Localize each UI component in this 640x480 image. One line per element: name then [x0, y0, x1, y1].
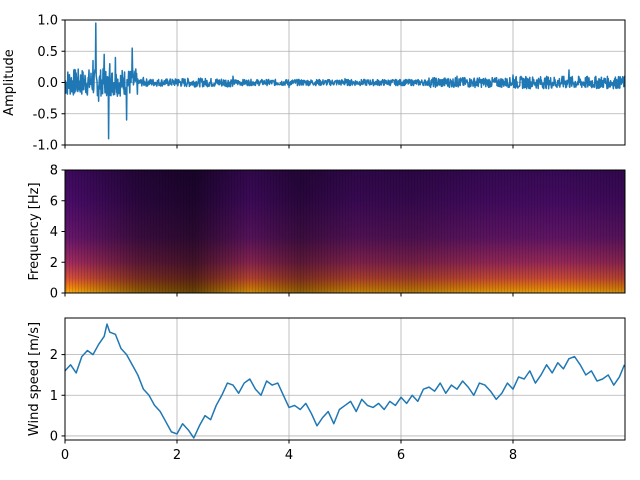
x-tick-label: 8: [509, 448, 517, 463]
spectrogram-ticks: 0 2 4 6 8: [50, 164, 514, 302]
spectrogram-image: [65, 170, 625, 293]
y-tick-label: 2: [50, 256, 58, 271]
y-tick-label: 4: [50, 225, 58, 240]
y-tick-label: 8: [50, 164, 58, 179]
y-tick-label: -0.5: [33, 107, 58, 122]
x-tick-label: 0: [61, 448, 69, 463]
y-tick-label: 0.0: [37, 76, 58, 91]
y-tick-label: 1: [50, 389, 58, 404]
wind-ticks: 0 1 2 0 2 4 6 8: [50, 348, 517, 463]
waveform-series: [65, 22, 625, 140]
y-tick-label: 6: [50, 194, 58, 209]
wind-panel: 0 1 2 0 2 4 6 8 Wind speed [m/s]: [27, 317, 626, 463]
spectrogram-panel: 0 2 4 6 8 Frequency [Hz]: [27, 164, 626, 302]
y-tick-label: 0: [50, 429, 58, 444]
x-tick-label: 2: [173, 448, 181, 463]
wind-series: [65, 323, 625, 439]
spectrogram-ylabel: Frequency [Hz]: [27, 182, 42, 280]
x-tick-label: 4: [285, 448, 293, 463]
y-tick-label: 1.0: [37, 14, 58, 29]
waveform-line: [65, 22, 625, 140]
wind-frame: [64, 317, 626, 441]
waveform-ticks: -1.0 -0.5 0.0 0.5 1.0: [33, 14, 514, 154]
wind-ylabel: Wind speed [m/s]: [27, 322, 42, 436]
waveform-ylabel: Amplitude: [2, 49, 17, 116]
wind-grid: [64, 318, 625, 440]
y-tick-label: 0.5: [37, 45, 58, 60]
wind-line: [65, 323, 625, 439]
y-tick-label: 2: [50, 348, 58, 363]
waveform-panel: -1.0 -0.5 0.0 0.5 1.0 Amplitude: [2, 14, 626, 154]
x-tick-label: 6: [397, 448, 405, 463]
y-tick-label: -1.0: [33, 139, 58, 154]
y-tick-label: 0: [50, 287, 58, 302]
